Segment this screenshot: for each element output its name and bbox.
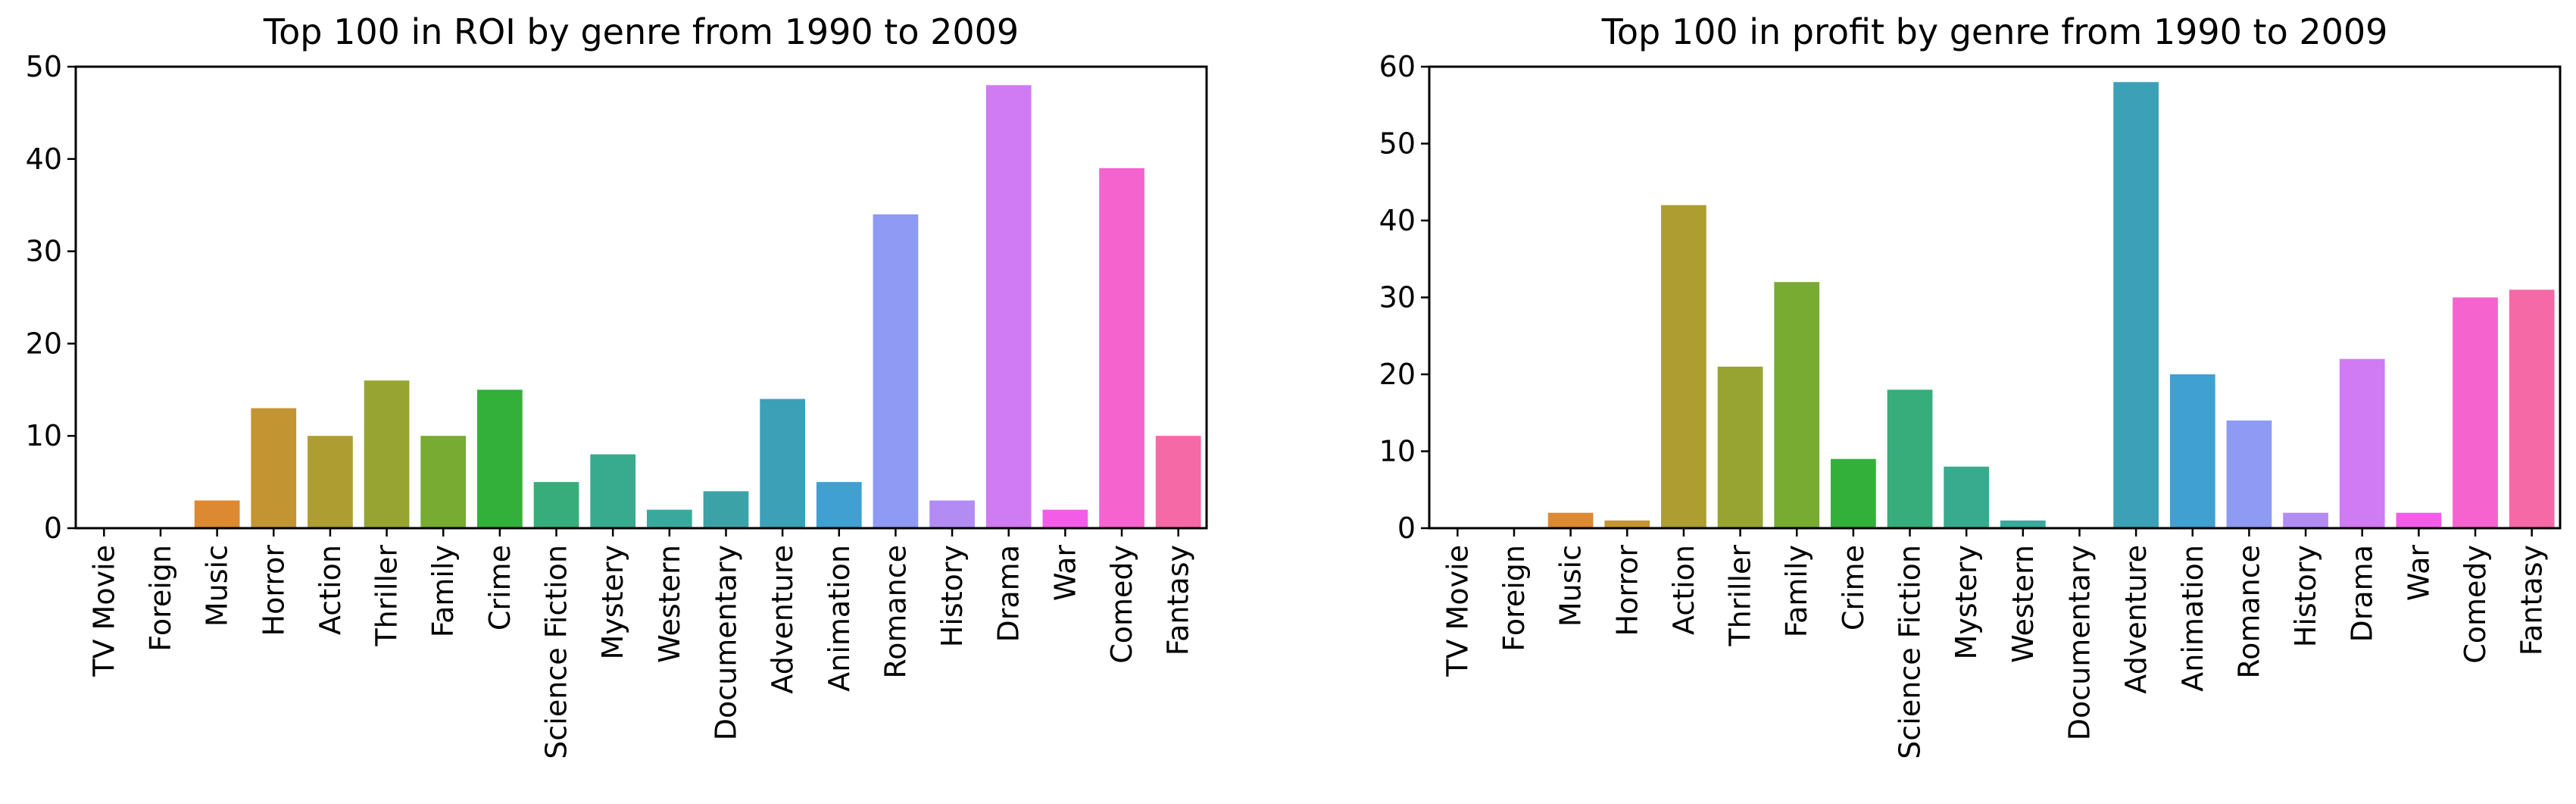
profit-x-tick-label: Fantasy bbox=[2515, 545, 2549, 655]
roi-bar-drama bbox=[985, 85, 1032, 529]
roi-bar-mystery bbox=[590, 454, 636, 528]
roi-bar-war bbox=[1042, 509, 1088, 528]
profit-x-tick-label: Western bbox=[2006, 545, 2040, 663]
roi-bar-family bbox=[420, 436, 467, 528]
roi-bar-western bbox=[646, 509, 692, 528]
profit-y-tick-label: 10 bbox=[1379, 435, 1416, 468]
profit-x-tick-label: Science Fiction bbox=[1894, 545, 1927, 759]
roi-chart-title: Top 100 in ROI by genre from 1990 to 200… bbox=[263, 11, 1019, 52]
roi-y-tick-label: 50 bbox=[26, 50, 62, 83]
profit-x-tick-label: Foreign bbox=[1497, 545, 1531, 652]
roi-bar-comedy bbox=[1099, 167, 1144, 529]
profit-y-tick-label: 50 bbox=[1379, 127, 1416, 161]
roi-x-tick-label: Crime bbox=[483, 545, 517, 630]
profit-x-tick-label: TV Movie bbox=[1441, 545, 1474, 677]
profit-y-tick-label: 60 bbox=[1379, 50, 1416, 83]
profit-y-tick-label: 40 bbox=[1379, 204, 1416, 237]
profit-y-tick-label: 0 bbox=[1397, 511, 1416, 545]
roi-bar-fantasy bbox=[1155, 436, 1201, 528]
profit-x-tick-label: Documentary bbox=[2062, 545, 2096, 740]
profit-bar-history bbox=[2283, 512, 2328, 528]
roi-x-tick-label: Animation bbox=[823, 545, 856, 692]
roi-y-tick-label: 30 bbox=[26, 235, 62, 268]
roi-x-tick-label: Western bbox=[653, 545, 686, 663]
profit-bar-war bbox=[2396, 512, 2442, 528]
profit-x-tick-label: Comedy bbox=[2459, 545, 2492, 664]
profit-y-tick-label: 20 bbox=[1379, 358, 1416, 391]
roi-x-tick-label: Mystery bbox=[596, 545, 629, 659]
profit-chart-title: Top 100 in profit by genre from 1990 to … bbox=[1601, 11, 2388, 52]
profit-bar-horror bbox=[1604, 520, 1650, 528]
profit-x-tick-label: Crime bbox=[1837, 545, 1870, 630]
roi-y-tick-label: 20 bbox=[26, 327, 62, 360]
roi-bar-adventure bbox=[760, 399, 805, 528]
profit-bar-science-fiction bbox=[1887, 389, 1933, 528]
profit-y-tick-label: 30 bbox=[1379, 281, 1416, 314]
profit-bar-fantasy bbox=[2509, 289, 2555, 528]
roi-x-tick-label: War bbox=[1048, 545, 1082, 601]
roi-x-tick-label: Science Fiction bbox=[540, 545, 573, 759]
profit-x-tick-label: Drama bbox=[2346, 545, 2379, 642]
profit-x-tick-label: War bbox=[2402, 545, 2435, 601]
roi-bar-animation bbox=[816, 482, 862, 528]
profit-x-tick-label: Thriller bbox=[1724, 545, 1757, 647]
profit-bar-drama bbox=[2339, 358, 2385, 528]
roi-bar-crime bbox=[477, 389, 523, 528]
profit-bar-family bbox=[1774, 282, 1820, 528]
roi-x-tick-label: Comedy bbox=[1105, 545, 1138, 664]
profit-bar-adventure bbox=[2113, 82, 2159, 529]
profit-x-tick-label: Family bbox=[1780, 545, 1813, 637]
roi-bar-action bbox=[308, 436, 353, 528]
profit-bar-action bbox=[1661, 205, 1706, 528]
profit-x-tick-label: Mystery bbox=[1950, 545, 1983, 659]
roi-x-tick-label: Documentary bbox=[709, 545, 742, 740]
roi-bar-music bbox=[194, 500, 240, 528]
profit-x-tick-label: Action bbox=[1667, 545, 1700, 635]
roi-axes-frame bbox=[74, 65, 1208, 530]
profit-bar-music bbox=[1547, 512, 1594, 528]
roi-x-tick-label: Romance bbox=[879, 545, 912, 679]
roi-x-tick-label: Family bbox=[426, 545, 460, 637]
roi-y-tick-label: 40 bbox=[26, 142, 62, 176]
profit-x-tick-label: Romance bbox=[2232, 545, 2265, 679]
roi-x-tick-label: Adventure bbox=[766, 545, 799, 694]
profit-axes-frame bbox=[1428, 65, 2562, 530]
roi-bar-documentary bbox=[703, 491, 749, 528]
profit-bar-western bbox=[2000, 520, 2046, 528]
profit-x-tick-label: History bbox=[2289, 545, 2322, 647]
roi-x-tick-label: Foreign bbox=[144, 545, 177, 652]
profit-x-tick-label: Music bbox=[1554, 545, 1588, 627]
roi-x-tick-label: Action bbox=[314, 545, 347, 635]
roi-y-tick-label: 10 bbox=[26, 419, 62, 452]
roi-bar-history bbox=[929, 500, 975, 528]
profit-bar-mystery bbox=[1944, 466, 1990, 528]
roi-x-tick-label: Horror bbox=[257, 545, 290, 637]
roi-x-tick-label: History bbox=[935, 545, 969, 647]
roi-y-tick-label: 0 bbox=[44, 511, 62, 545]
profit-bar-romance bbox=[2226, 420, 2272, 528]
profit-bar-thriller bbox=[1717, 366, 1763, 528]
profit-x-tick-label: Animation bbox=[2176, 545, 2209, 692]
roi-bar-science-fiction bbox=[533, 482, 579, 528]
roi-x-tick-label: Music bbox=[201, 545, 234, 627]
roi-x-tick-label: Thriller bbox=[370, 545, 404, 647]
profit-bar-animation bbox=[2169, 374, 2215, 528]
profit-chart-panel: Top 100 in profit by genre from 1990 to … bbox=[1379, 11, 2562, 759]
profit-bar-crime bbox=[1831, 458, 1876, 528]
profit-bar-comedy bbox=[2453, 297, 2498, 528]
roi-x-tick-label: Drama bbox=[992, 545, 1026, 642]
roi-bar-thriller bbox=[364, 380, 410, 528]
roi-bar-horror bbox=[251, 408, 297, 528]
profit-x-tick-label: Horror bbox=[1610, 545, 1644, 637]
roi-bar-romance bbox=[873, 214, 919, 528]
roi-x-tick-label: TV Movie bbox=[87, 545, 120, 677]
roi-chart-panel: Top 100 in ROI by genre from 1990 to 200… bbox=[26, 11, 1208, 759]
profit-x-tick-label: Adventure bbox=[2119, 545, 2153, 694]
roi-x-tick-label: Fantasy bbox=[1162, 545, 1195, 655]
